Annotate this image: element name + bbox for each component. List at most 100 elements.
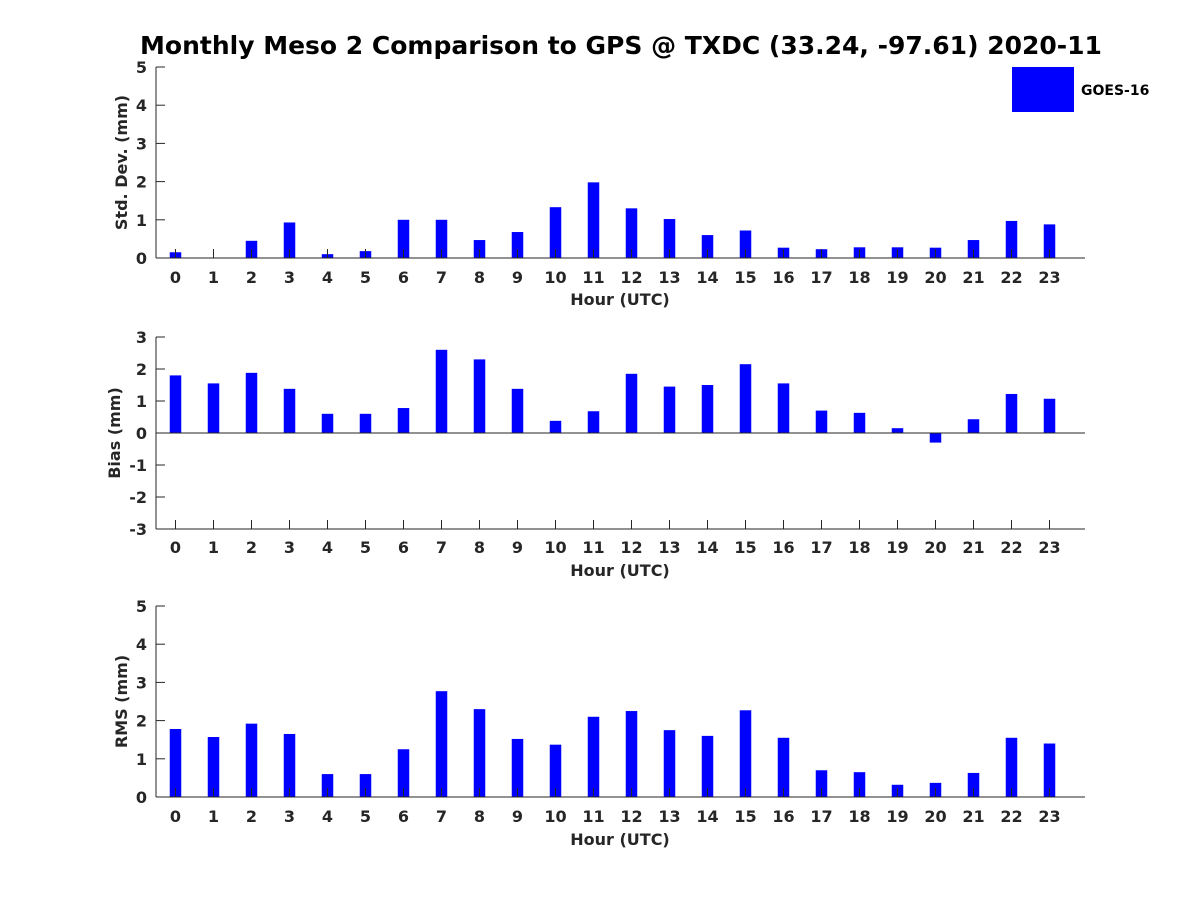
x-tick-label: 13: [658, 268, 680, 287]
x-tick-label: 20: [924, 538, 946, 557]
x-tick-label: 6: [398, 538, 409, 557]
x-tick-label: 14: [696, 268, 718, 287]
bar-hour-17: [815, 410, 828, 433]
x-tick-label: 8: [474, 807, 485, 826]
x-tick-label: 3: [284, 268, 295, 287]
bar-hour-22: [1005, 393, 1018, 433]
bar-hour-15: [739, 230, 752, 258]
bar-hour-14: [701, 385, 714, 433]
x-tick-label: 2: [246, 538, 257, 557]
x-tick-label: 20: [924, 807, 946, 826]
bar-hour-15: [739, 364, 752, 433]
x-tick-label: 3: [284, 538, 295, 557]
y-tick-label: 4: [136, 96, 147, 115]
x-tick-label: 23: [1038, 807, 1060, 826]
y-tick-label: 3: [136, 673, 147, 692]
x-tick-label: 12: [620, 538, 642, 557]
bar-hour-12: [625, 711, 638, 797]
x-tick-label: 4: [322, 807, 333, 826]
bar-hour-10: [549, 207, 562, 258]
bar-hour-12: [625, 208, 638, 258]
x-tick-label: 13: [658, 807, 680, 826]
x-tick-label: 21: [962, 268, 984, 287]
x-tick-label: 14: [696, 538, 718, 557]
x-tick-label: 11: [582, 538, 604, 557]
bar-hour-4: [321, 413, 334, 433]
bar-hour-13: [663, 386, 676, 433]
x-tick-label: 22: [1000, 538, 1022, 557]
bar-hour-8: [473, 359, 486, 433]
x-axis-label: Hour (UTC): [570, 830, 670, 849]
x-tick-label: 3: [284, 807, 295, 826]
bar-hour-12: [625, 373, 638, 433]
x-axis-label: Hour (UTC): [570, 561, 670, 580]
bar-hour-5: [359, 413, 372, 433]
x-tick-label: 6: [398, 807, 409, 826]
x-tick-label: 5: [360, 268, 371, 287]
x-tick-label: 9: [512, 268, 523, 287]
bar-hour-18: [853, 412, 866, 433]
x-tick-label: 8: [474, 538, 485, 557]
bar-hour-10: [549, 744, 562, 797]
y-tick-label: 2: [136, 360, 147, 379]
x-tick-label: 12: [620, 268, 642, 287]
x-tick-label: 23: [1038, 268, 1060, 287]
bar-hour-4: [321, 774, 334, 797]
x-tick-label: 20: [924, 268, 946, 287]
x-tick-label: 0: [170, 807, 181, 826]
x-tick-label: 10: [544, 538, 566, 557]
bar-hour-6: [397, 749, 410, 797]
bar-hour-9: [511, 232, 524, 258]
y-tick-label: 5: [136, 597, 147, 616]
y-tick-label: 1: [136, 750, 147, 769]
bar-hour-18: [853, 772, 866, 797]
x-tick-label: 2: [246, 807, 257, 826]
bar-hour-22: [1005, 220, 1018, 258]
bar-hour-23: [1043, 743, 1056, 797]
x-tick-label: 5: [360, 807, 371, 826]
y-axis-label: Bias (mm): [105, 387, 124, 479]
bar-hour-14: [701, 735, 714, 797]
bar-hour-16: [777, 383, 790, 433]
bar-hour-16: [777, 737, 790, 797]
bar-hour-22: [1005, 737, 1018, 797]
x-tick-label: 8: [474, 268, 485, 287]
x-tick-label: 15: [734, 807, 756, 826]
bar-hour-13: [663, 730, 676, 797]
x-tick-label: 18: [848, 538, 870, 557]
bar-hour-20: [929, 433, 942, 443]
bar-hour-11: [587, 182, 600, 258]
bar-hour-2: [245, 723, 258, 797]
bar-hour-19: [891, 428, 904, 433]
x-tick-label: 7: [436, 538, 447, 557]
x-tick-label: 16: [772, 807, 794, 826]
x-tick-label: 11: [582, 268, 604, 287]
x-tick-label: 6: [398, 268, 409, 287]
x-tick-label: 1: [208, 268, 219, 287]
x-tick-label: 1: [208, 807, 219, 826]
bar-hour-13: [663, 219, 676, 258]
bar-hour-10: [549, 420, 562, 433]
bar-hour-11: [587, 411, 600, 433]
x-axis-label: Hour (UTC): [570, 290, 670, 309]
x-tick-label: 23: [1038, 538, 1060, 557]
x-tick-label: 10: [544, 807, 566, 826]
x-tick-label: 7: [436, 807, 447, 826]
bar-hour-8: [473, 709, 486, 797]
x-tick-label: 14: [696, 807, 718, 826]
bar-hour-0: [169, 375, 182, 433]
bar-hour-6: [397, 219, 410, 258]
x-tick-label: 12: [620, 807, 642, 826]
y-axis-label: Std. Dev. (mm): [112, 95, 131, 230]
x-tick-label: 17: [810, 807, 832, 826]
x-tick-label: 17: [810, 538, 832, 557]
x-tick-label: 16: [772, 268, 794, 287]
legend: GOES-16: [1012, 67, 1149, 112]
y-tick-label: 1: [136, 211, 147, 230]
bar-hour-9: [511, 738, 524, 797]
bar-hour-7: [435, 349, 448, 433]
bar-hour-3: [283, 733, 296, 797]
